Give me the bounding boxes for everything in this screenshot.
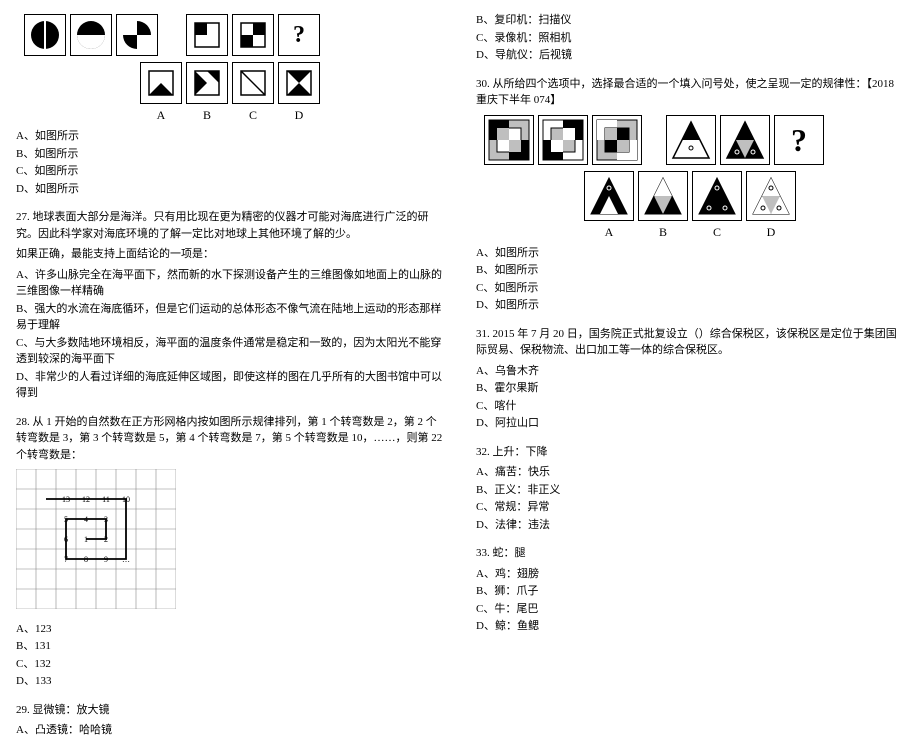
- opt-b: B、正义：非正义: [476, 482, 904, 499]
- svg-text:12: 12: [82, 495, 90, 504]
- opt-d: D、如图所示: [476, 297, 904, 314]
- opt-c: C、常规：异常: [476, 499, 904, 516]
- q26-cell-3: [116, 14, 158, 56]
- q32-options: A、痛苦：快乐 B、正义：非正义 C、常规：异常 D、法律：违法: [476, 464, 904, 533]
- q26-answer-labels: ABCD: [16, 106, 444, 124]
- opt-b: B、131: [16, 638, 444, 655]
- opt-c: C、牛：尾巴: [476, 601, 904, 618]
- q30-ans-d: [746, 171, 796, 221]
- q29-text: 29. 显微镜：放大镜: [16, 702, 444, 719]
- q30-text: 30. 从所给四个选项中，选择最合适的一个填入问号处，使之呈现一定的规律性：【2…: [476, 76, 904, 109]
- q28-text: 28. 从 1 开始的自然数在正方形网格内按如图所示规律排列，第 1 个转弯数是…: [16, 414, 444, 464]
- svg-text:2: 2: [104, 535, 108, 544]
- q26-ans-b: [186, 62, 228, 104]
- q30-cell-1: [484, 115, 534, 165]
- opt-c: C、132: [16, 656, 444, 673]
- q29-options-cont: B、复印机：扫描仪 C、录像机：照相机 D、导航仪：后视镜: [476, 12, 904, 64]
- opt-a: A、如图所示: [16, 128, 444, 145]
- opt-d: D、导航仪：后视镜: [476, 47, 904, 64]
- q26-cell-5: [232, 14, 274, 56]
- right-column: B、复印机：扫描仪 C、录像机：照相机 D、导航仪：后视镜 30. 从所给四个选…: [460, 0, 920, 651]
- opt-b: B、如图所示: [16, 146, 444, 163]
- q26-cell-2: [70, 14, 112, 56]
- opt-a: A、凸透镜：哈哈镜: [16, 722, 444, 739]
- q30-cell-4: [666, 115, 716, 165]
- q26-cell-4: [186, 14, 228, 56]
- svg-text:3: 3: [104, 515, 108, 524]
- svg-text:1: 1: [84, 535, 88, 544]
- opt-c: C、如图所示: [476, 280, 904, 297]
- q31-options: A、乌鲁木齐 B、霍尔果斯 C、喀什 D、阿拉山口: [476, 363, 904, 432]
- q33-text: 33. 蛇：腿: [476, 545, 904, 562]
- q28-figure: 12345 6789… 10111213: [16, 469, 444, 615]
- opt-d: D、133: [16, 673, 444, 690]
- q30-ans-b: [638, 171, 688, 221]
- q26-cell-q: ?: [278, 14, 320, 56]
- left-column: ? ABCD A、如图所示 B、如图所示 C、如图所示 D、如图所示 27. 地…: [0, 0, 460, 651]
- svg-text:…: …: [122, 555, 130, 564]
- q33-options: A、鸡：翅膀 B、狮：爪子 C、牛：尾巴 D、鲸：鱼鳃: [476, 566, 904, 635]
- q32-text: 32. 上升：下降: [476, 444, 904, 461]
- q26-answers: [16, 62, 444, 104]
- q26-sequence: ?: [24, 14, 444, 56]
- q27-text: 27. 地球表面大部分是海洋。只有用比现在更为精密的仪器才可能对海底进行广泛的研…: [16, 209, 444, 242]
- opt-a: A、如图所示: [476, 245, 904, 262]
- q28-options: A、123 B、131 C、132 D、133: [16, 621, 444, 690]
- opt-a: A、痛苦：快乐: [476, 464, 904, 481]
- opt-b: B、复印机：扫描仪: [476, 12, 904, 29]
- q30-sequence: ?: [484, 115, 904, 165]
- opt-d: D、非常少的人看过详细的海底延伸区域图，即使这样的图在几乎所有的大图书馆中可以得…: [16, 369, 444, 402]
- opt-d: D、如图所示: [16, 181, 444, 198]
- q29-options: A、凸透镜：哈哈镜: [16, 722, 444, 739]
- q31-text: 31. 2015 年 7 月 20 日，国务院正式批复设立（）综合保税区，该保税…: [476, 326, 904, 359]
- q30-cell-5: [720, 115, 770, 165]
- svg-text:7: 7: [64, 555, 68, 564]
- opt-c: C、录像机：照相机: [476, 30, 904, 47]
- opt-a: A、鸡：翅膀: [476, 566, 904, 583]
- svg-text:9: 9: [104, 555, 108, 564]
- svg-text:6: 6: [64, 535, 68, 544]
- q30-options: A、如图所示 B、如图所示 C、如图所示 D、如图所示: [476, 245, 904, 314]
- svg-text:8: 8: [84, 555, 88, 564]
- svg-text:13: 13: [62, 495, 70, 504]
- svg-text:10: 10: [122, 495, 130, 504]
- q30-cell-q: ?: [774, 115, 824, 165]
- opt-a: A、123: [16, 621, 444, 638]
- q30-cell-3: [592, 115, 642, 165]
- q26-ans-a: [140, 62, 182, 104]
- q27-options: A、许多山脉完全在海平面下，然而新的水下探测设备产生的三维图像如地面上的山脉的三…: [16, 267, 444, 402]
- q26-ans-c: [232, 62, 274, 104]
- q26-cell-1: [24, 14, 66, 56]
- q26-ans-d: [278, 62, 320, 104]
- q30-cell-2: [538, 115, 588, 165]
- opt-d: D、阿拉山口: [476, 415, 904, 432]
- opt-b: B、霍尔果斯: [476, 380, 904, 397]
- q26-options: A、如图所示 B、如图所示 C、如图所示 D、如图所示: [16, 128, 444, 197]
- opt-d: D、鲸：鱼鳃: [476, 618, 904, 635]
- opt-b: B、强大的水流在海底循环，但是它们运动的总体形态不像气流在陆地上运动的形态那样易…: [16, 301, 444, 334]
- svg-text:11: 11: [102, 495, 110, 504]
- q30-ans-c: [692, 171, 742, 221]
- question-mark: ?: [293, 17, 305, 53]
- q30-ans-a: [584, 171, 634, 221]
- opt-c: C、喀什: [476, 398, 904, 415]
- q30-answers: [476, 171, 904, 221]
- opt-d: D、法律：违法: [476, 517, 904, 534]
- opt-b: B、如图所示: [476, 262, 904, 279]
- q27-sub: 如果正确，最能支持上面结论的一项是：: [16, 246, 444, 263]
- opt-a: A、乌鲁木齐: [476, 363, 904, 380]
- opt-c: C、与大多数陆地环境相反，海平面的温度条件通常是稳定和一致的，因为太阳光不能穿透…: [16, 335, 444, 368]
- opt-c: C、如图所示: [16, 163, 444, 180]
- svg-text:4: 4: [84, 515, 88, 524]
- opt-b: B、狮：爪子: [476, 583, 904, 600]
- opt-a: A、许多山脉完全在海平面下，然而新的水下探测设备产生的三维图像如地面上的山脉的三…: [16, 267, 444, 300]
- q30-answer-labels: ABCD: [476, 223, 904, 241]
- svg-text:5: 5: [64, 515, 68, 524]
